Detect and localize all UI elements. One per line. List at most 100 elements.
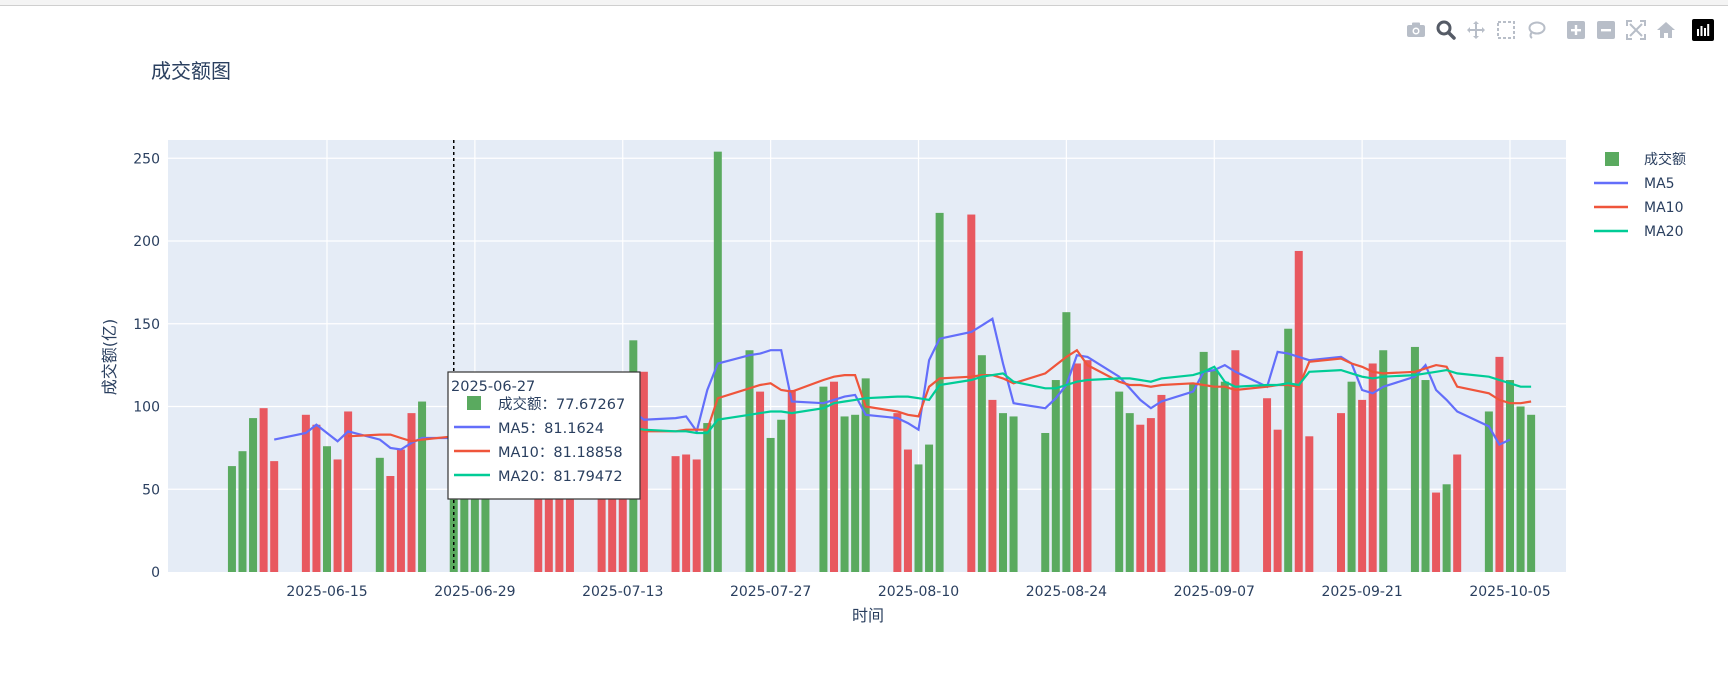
volume-bar xyxy=(1263,398,1272,572)
volume-bar xyxy=(1421,380,1430,572)
x-axis-title: 时间 xyxy=(852,606,884,625)
volume-bar xyxy=(1347,381,1356,572)
volume-bar xyxy=(1484,411,1493,572)
volume-bar xyxy=(301,414,310,572)
tooltip-swatch xyxy=(467,396,481,410)
volume-bar xyxy=(1294,250,1303,572)
volume-bar xyxy=(1284,328,1293,572)
volume-bar xyxy=(1231,350,1240,572)
volume-bar xyxy=(703,423,712,572)
volume-bar xyxy=(1189,383,1198,572)
volume-bar xyxy=(745,350,754,572)
volume-bar xyxy=(787,389,796,572)
volume-bar xyxy=(840,416,849,572)
volume-bar xyxy=(1379,350,1388,572)
pan-icon[interactable] xyxy=(1464,18,1488,42)
volume-bar xyxy=(967,214,976,572)
volume-bar xyxy=(555,492,564,572)
volume-bar xyxy=(893,413,902,572)
volume-bar xyxy=(544,492,553,572)
x-tick-label: 2025-10-05 xyxy=(1469,584,1550,600)
window-top-border xyxy=(0,0,1728,6)
volume-bar xyxy=(481,444,490,572)
zoom-out-icon[interactable] xyxy=(1594,18,1618,42)
volume-bar xyxy=(861,378,870,572)
volume-bar xyxy=(1041,432,1050,572)
volume-bar xyxy=(396,449,405,572)
zoom-in-icon[interactable] xyxy=(1564,18,1588,42)
volume-bar xyxy=(819,386,828,572)
volume-bar xyxy=(1368,363,1377,572)
volume-bar xyxy=(259,408,268,572)
y-axis-ticks: 0 50 100 150 200 250 xyxy=(133,151,160,581)
legend-label: MA5 xyxy=(1644,176,1675,192)
volume-bar xyxy=(903,449,912,572)
tooltip-row: MA5：81.1624 xyxy=(498,421,604,437)
volume-bar xyxy=(1305,436,1314,572)
volume-bar xyxy=(777,419,786,572)
zoom-icon[interactable] xyxy=(1434,18,1458,42)
volume-bar xyxy=(977,355,986,572)
volume-bar xyxy=(227,466,236,572)
legend-label: MA10 xyxy=(1644,200,1683,216)
volume-bar xyxy=(333,459,342,572)
x-tick-label: 2025-08-24 xyxy=(1026,584,1107,600)
volume-bar xyxy=(1210,370,1219,572)
y-tick-label: 0 xyxy=(151,565,160,581)
volume-bar xyxy=(1009,416,1018,572)
y-tick-label: 150 xyxy=(133,317,160,333)
volume-bar xyxy=(238,451,247,572)
legend-label: 成交额 xyxy=(1644,151,1686,168)
volume-bar xyxy=(914,464,923,572)
volume-bar xyxy=(766,437,775,572)
volume-bar xyxy=(1125,413,1134,572)
home-icon[interactable] xyxy=(1654,18,1678,42)
volume-bar xyxy=(1157,394,1166,572)
volume-bar xyxy=(1083,360,1092,572)
volume-bar xyxy=(375,457,384,572)
y-tick-label: 100 xyxy=(133,400,160,416)
volume-bar xyxy=(618,492,627,572)
volume-bar xyxy=(1432,492,1441,572)
volume-bar xyxy=(597,492,606,572)
x-tick-label: 2025-06-29 xyxy=(434,584,515,600)
volume-bar xyxy=(1220,381,1229,572)
volume-bar xyxy=(1358,399,1367,572)
legend[interactable]: 成交额 MA5 MA10 MA20 xyxy=(1594,151,1686,240)
volume-bar xyxy=(1453,454,1462,572)
tooltip-row: 成交额：77.67267 xyxy=(498,395,625,413)
volume-bar xyxy=(639,371,648,572)
volume-bar xyxy=(1072,363,1081,572)
volume-bar xyxy=(1146,418,1155,572)
volume-bar xyxy=(692,459,701,572)
legend-swatch-volume xyxy=(1605,152,1619,166)
volume-bar xyxy=(925,444,934,572)
volume-bar xyxy=(1337,413,1345,572)
lasso-select-icon[interactable] xyxy=(1524,18,1548,42)
volume-bar xyxy=(988,399,997,572)
tooltip-row: MA10：81.18858 xyxy=(498,445,623,461)
y-tick-label: 200 xyxy=(133,234,160,250)
chart-title: 成交额图 xyxy=(151,59,231,83)
volume-bar xyxy=(1115,391,1124,572)
camera-icon[interactable] xyxy=(1404,18,1428,42)
autoscale-icon[interactable] xyxy=(1624,18,1648,42)
tooltip-date: 2025-06-27 xyxy=(451,379,535,395)
box-select-icon[interactable] xyxy=(1494,18,1518,42)
volume-bar xyxy=(830,381,838,572)
volume-bar xyxy=(999,413,1007,572)
tooltip-row: MA20：81.79472 xyxy=(498,469,623,485)
plotly-logo-icon[interactable] xyxy=(1692,19,1714,41)
volume-bar xyxy=(1136,424,1145,572)
volume-bar xyxy=(386,476,395,572)
volume-bar xyxy=(1506,380,1514,572)
volume-bar xyxy=(323,446,331,572)
volume-bar xyxy=(713,151,722,572)
x-tick-label: 2025-07-13 xyxy=(582,584,663,600)
plot-modebar xyxy=(1404,18,1714,42)
y-axis-title: 成交额(亿) xyxy=(100,319,119,396)
volume-bar xyxy=(1527,414,1536,572)
volume-bar xyxy=(682,454,691,572)
